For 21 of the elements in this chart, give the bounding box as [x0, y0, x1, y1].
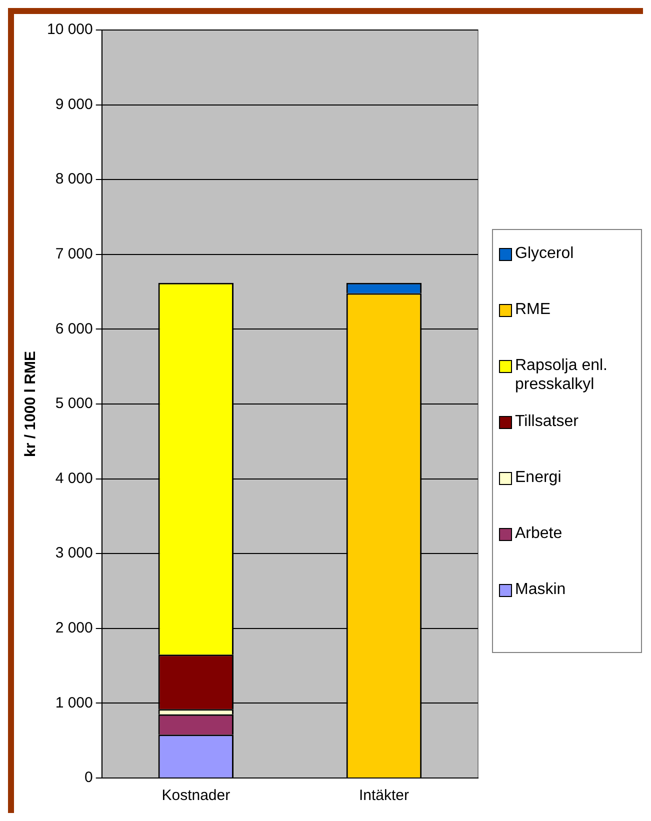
- legend-label: Maskin: [515, 580, 566, 599]
- y-tick-label: 8 000: [55, 170, 93, 188]
- legend-label: Glycerol: [515, 244, 574, 263]
- y-tick-label: 1 000: [55, 694, 93, 712]
- y-tick-label: 2 000: [55, 620, 93, 637]
- y-tick-label: 6 000: [55, 320, 93, 338]
- legend-label: RME: [515, 300, 551, 319]
- y-tick-label: 5 000: [55, 395, 93, 412]
- legend-label: Tillsatser: [515, 412, 578, 431]
- y-tick-label: 4 000: [55, 470, 93, 487]
- x-tick-label: Kostnader: [162, 787, 230, 804]
- y-tick-label: 7 000: [55, 246, 93, 263]
- legend-label: Rapsolja enl. presskalkyl: [515, 356, 608, 394]
- y-tick-label: 0: [84, 769, 93, 786]
- y-axis-title: kr / 1000 l RME: [22, 351, 40, 457]
- y-tick-label: 3 000: [55, 544, 93, 562]
- x-tick-label: Intäkter: [358, 787, 409, 804]
- legend-label: Energi: [515, 468, 562, 487]
- y-tick-label: 10 000: [46, 21, 93, 38]
- legend-label: Arbete: [515, 524, 562, 543]
- y-tick-label: 9 000: [55, 96, 93, 113]
